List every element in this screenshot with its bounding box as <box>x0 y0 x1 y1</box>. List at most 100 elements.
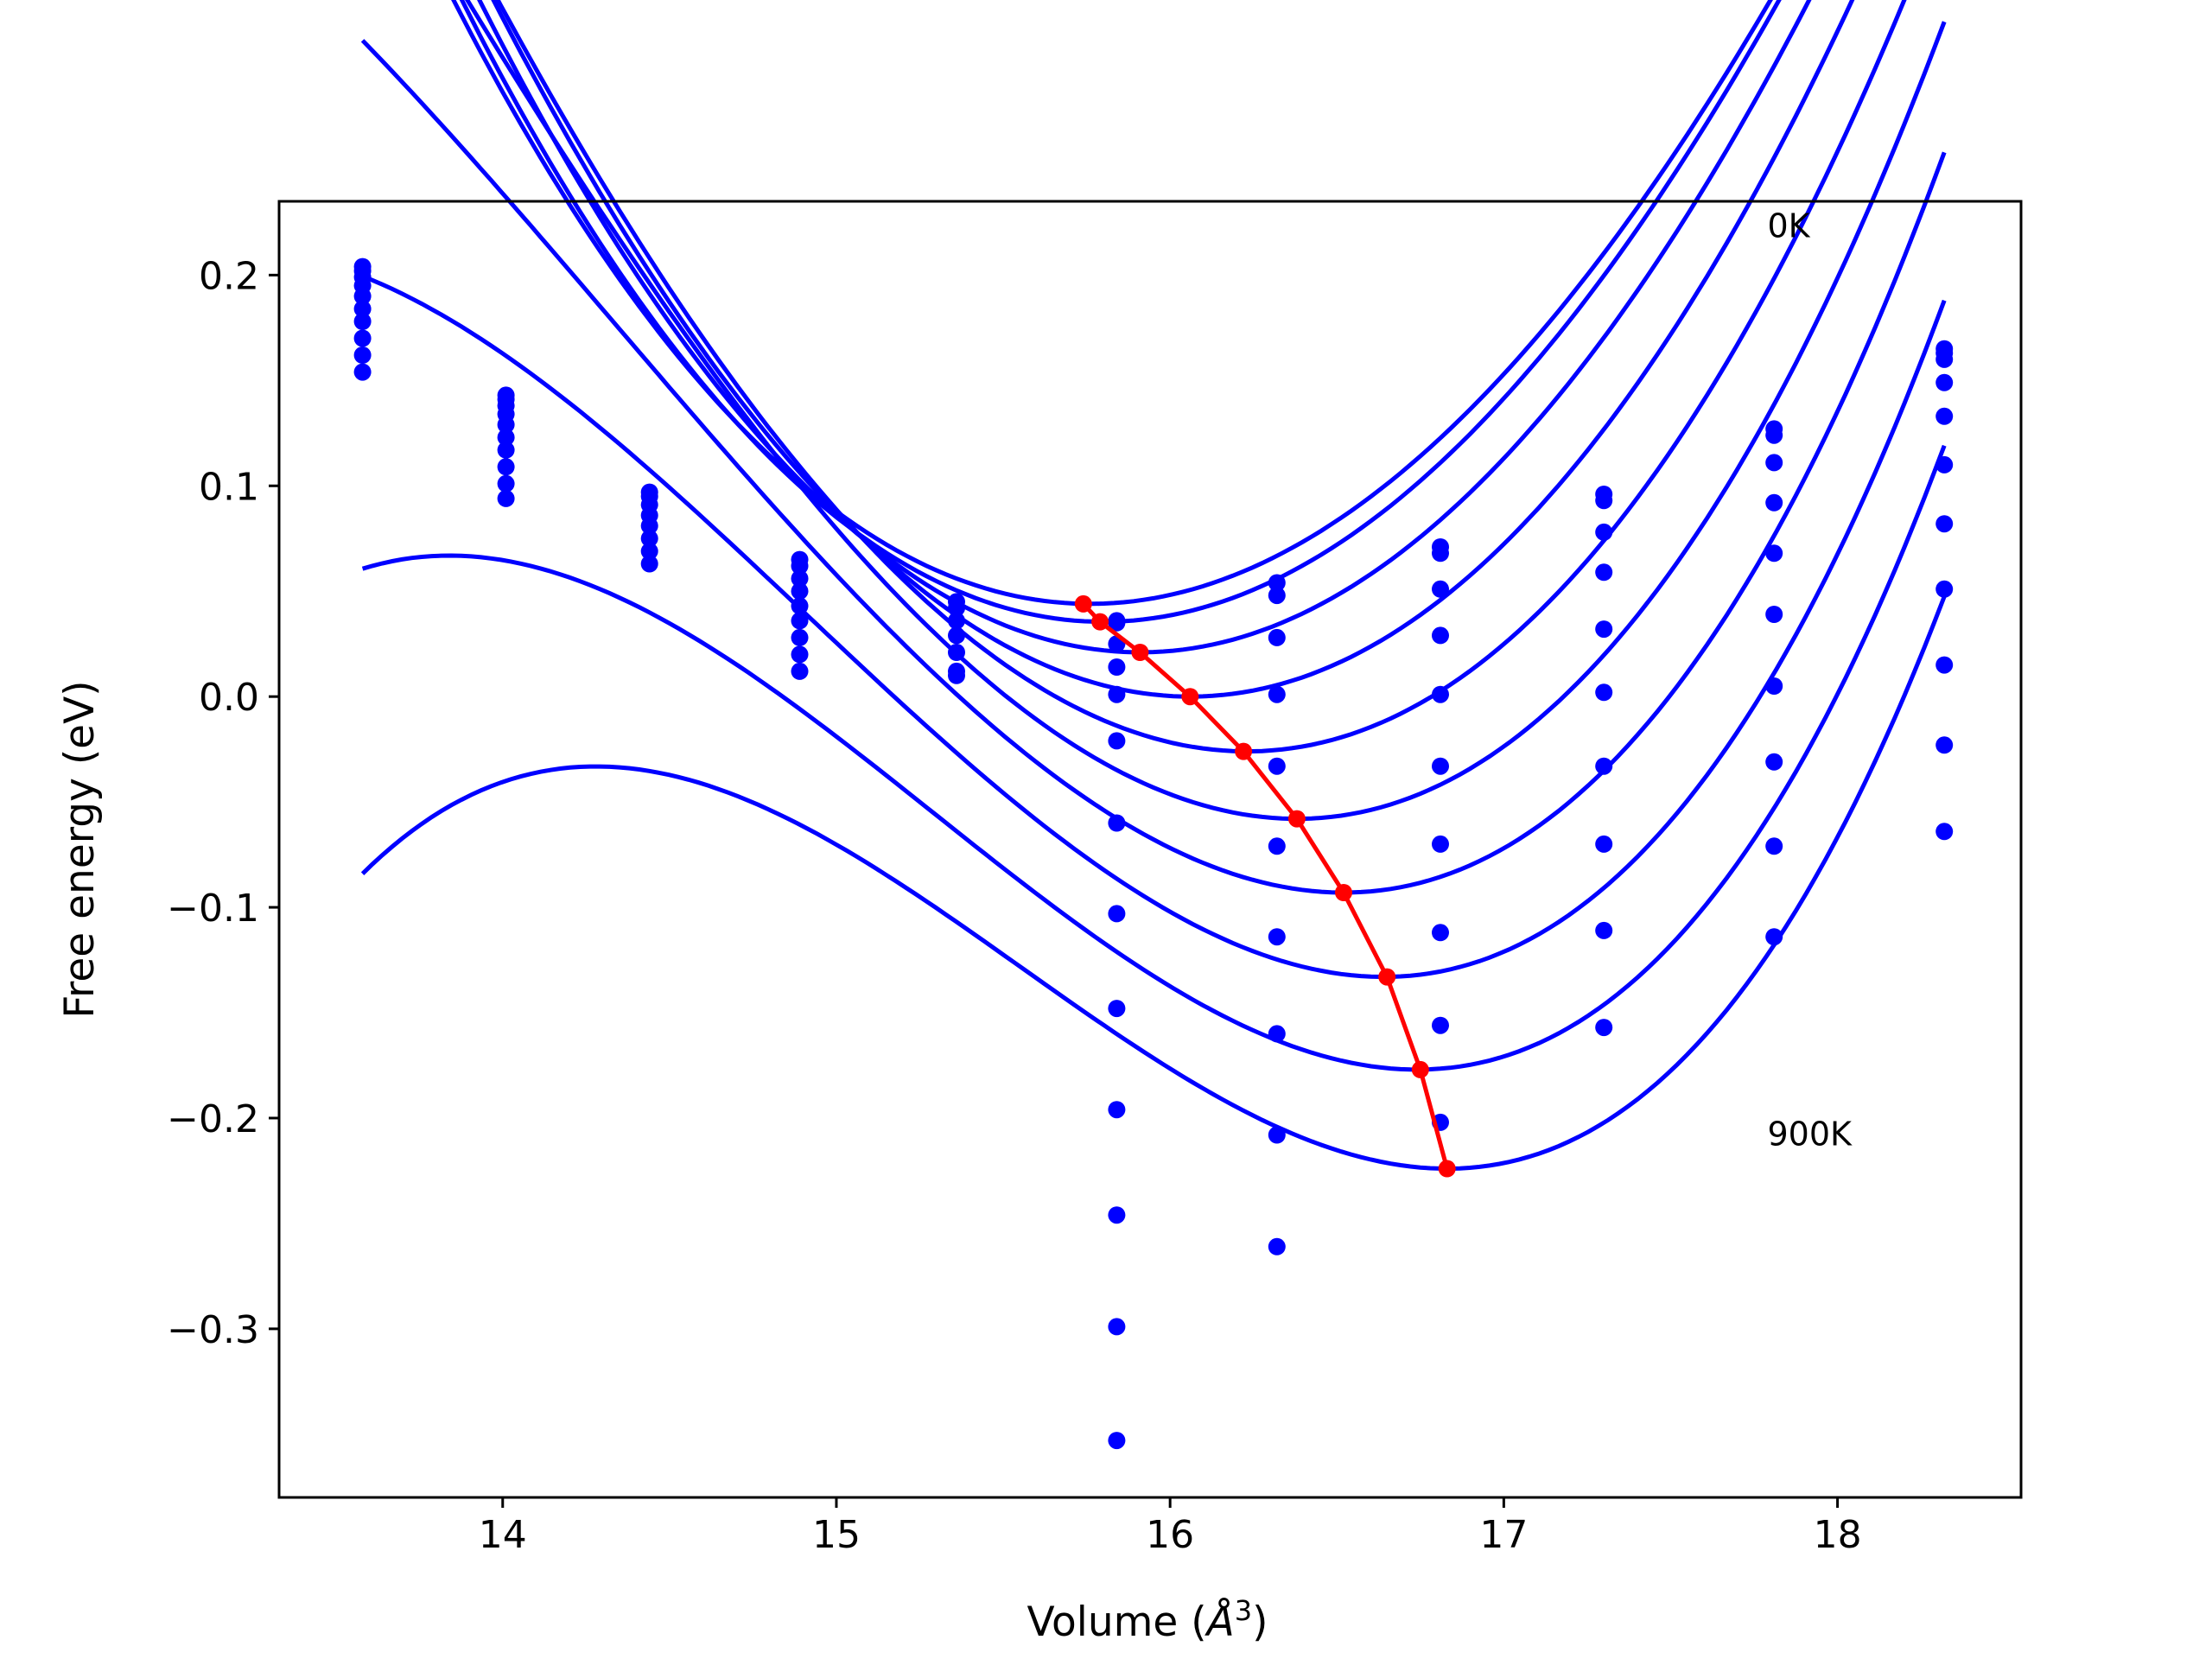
data-point-0K <box>1268 574 1286 592</box>
fit-curve-0K <box>451 0 1773 607</box>
fit-curve-300K <box>491 0 1855 699</box>
annotations: 0K 900K <box>1768 207 1853 1154</box>
minimum-path-point <box>1235 742 1253 760</box>
data-point-100K <box>1595 492 1613 510</box>
minimum-path-point <box>1287 810 1306 828</box>
data-point-600K <box>1108 814 1126 832</box>
data-point-600K <box>948 666 965 684</box>
fit-curve-900K <box>360 595 1947 1172</box>
y-tick-label: 0.2 <box>199 254 259 298</box>
data-point <box>1936 823 1954 841</box>
data-point-300K <box>948 626 965 645</box>
fit-curve-400K <box>495 0 1907 753</box>
data-point-400K <box>1268 757 1286 775</box>
data-point-400K <box>1765 544 1783 563</box>
x-tick-label: 17 <box>1479 1513 1528 1557</box>
minimum-path-point <box>1335 884 1352 901</box>
y-tick-label: −0.1 <box>167 887 259 931</box>
data-point-300K <box>1432 626 1449 645</box>
fit-curve-500K <box>464 0 1947 822</box>
data-point-700K <box>1765 753 1783 771</box>
y-tick-label: −0.3 <box>167 1308 259 1352</box>
data-point-900K <box>1108 1101 1126 1119</box>
x-tick-label: 15 <box>812 1513 861 1557</box>
minimum-path-layer <box>1074 594 1456 1178</box>
data-point-400K <box>1108 685 1126 703</box>
annotation-label: 0K <box>1768 207 1811 245</box>
data-point-200K <box>791 569 809 588</box>
data-point <box>1108 1206 1126 1224</box>
data-point-700K <box>640 555 658 573</box>
minimum-path-point <box>1091 613 1109 631</box>
x-axis-label-main: Volume ( <box>1027 1599 1207 1646</box>
data-point-600K <box>1268 928 1286 946</box>
plot-frame <box>277 200 2023 1499</box>
data-point-400K <box>353 287 372 305</box>
data-point-600K <box>353 313 372 330</box>
data-point-500K <box>1268 837 1286 855</box>
data-point-100K <box>1432 544 1449 563</box>
data-point-200K <box>1936 350 1954 368</box>
y-axis-ticks: 0.2 0.1 0.0 −0.1 −0.2 −0.3 <box>167 254 279 1352</box>
data-point-700K <box>497 458 515 476</box>
y-tick-label: 0.1 <box>199 465 259 509</box>
data-point-500K <box>497 429 515 447</box>
data-point <box>1108 1318 1126 1336</box>
x-axis-label-exponent: 3 <box>1235 1594 1252 1627</box>
minimum-path-point <box>1438 1160 1456 1178</box>
data-point-100K <box>948 599 965 617</box>
x-axis-label-close: ) <box>1252 1599 1268 1646</box>
data-point-100K <box>1108 613 1126 632</box>
minimum-path-line <box>1081 602 1450 1170</box>
data-point-300K <box>791 582 809 601</box>
y-tick-label: −0.2 <box>167 1097 259 1141</box>
data-point-800K <box>497 474 515 493</box>
series-layer <box>360 0 1947 1172</box>
data-point-900K <box>1765 928 1783 946</box>
minimum-path-point <box>1074 594 1092 613</box>
data-point-500K <box>1936 455 1954 474</box>
data-point-700K <box>1108 905 1126 923</box>
data-point-200K <box>1432 580 1449 598</box>
data-point-300K <box>1268 685 1286 703</box>
data-point-400K <box>791 597 809 615</box>
x-tick-label: 14 <box>479 1513 527 1557</box>
y-axis-label: Free energy (eV) <box>56 680 104 1018</box>
data-point-800K <box>1765 837 1783 855</box>
data-point-900K <box>1595 1019 1613 1037</box>
data-point-900K <box>1268 1237 1286 1255</box>
data-point-600K <box>1595 757 1613 775</box>
data-point-700K <box>1268 1025 1286 1043</box>
data-point-500K <box>640 530 658 548</box>
x-tick-label: 16 <box>1146 1513 1194 1557</box>
minimum-path-point <box>1411 1060 1429 1078</box>
x-axis-label: Volume (Å3) <box>1027 1594 1268 1646</box>
x-axis-ticks: 14 15 16 17 18 <box>479 1497 1862 1557</box>
data-point-600K <box>1936 515 1954 533</box>
data-point-800K <box>1432 1016 1449 1034</box>
data-point-800K <box>1268 1126 1286 1144</box>
data-point-300K <box>1936 373 1954 391</box>
data-point-200K <box>1765 454 1783 472</box>
x-axis-label-unit: Å <box>1205 1599 1235 1646</box>
data-point-600K <box>1432 835 1449 853</box>
data-point-700K <box>1936 580 1954 598</box>
fit-curve-700K <box>361 274 1947 979</box>
data-point-800K <box>1108 1000 1126 1018</box>
minimum-path-point <box>1181 688 1199 706</box>
data-point-400K <box>640 517 658 535</box>
data-point-700K <box>1432 924 1449 942</box>
data-point-400K <box>1432 685 1449 703</box>
data-point-800K <box>1595 921 1613 939</box>
data-point-200K <box>1595 523 1613 541</box>
data-point <box>1108 1432 1126 1450</box>
data-point-500K <box>791 612 809 630</box>
fit-curve-800K <box>361 444 1947 1072</box>
data-point-500K <box>1432 757 1449 775</box>
data-point-600K <box>791 628 809 646</box>
data-point-600K <box>497 441 515 459</box>
fit-curve-100K <box>459 0 1782 625</box>
x-tick-label: 18 <box>1814 1513 1862 1557</box>
